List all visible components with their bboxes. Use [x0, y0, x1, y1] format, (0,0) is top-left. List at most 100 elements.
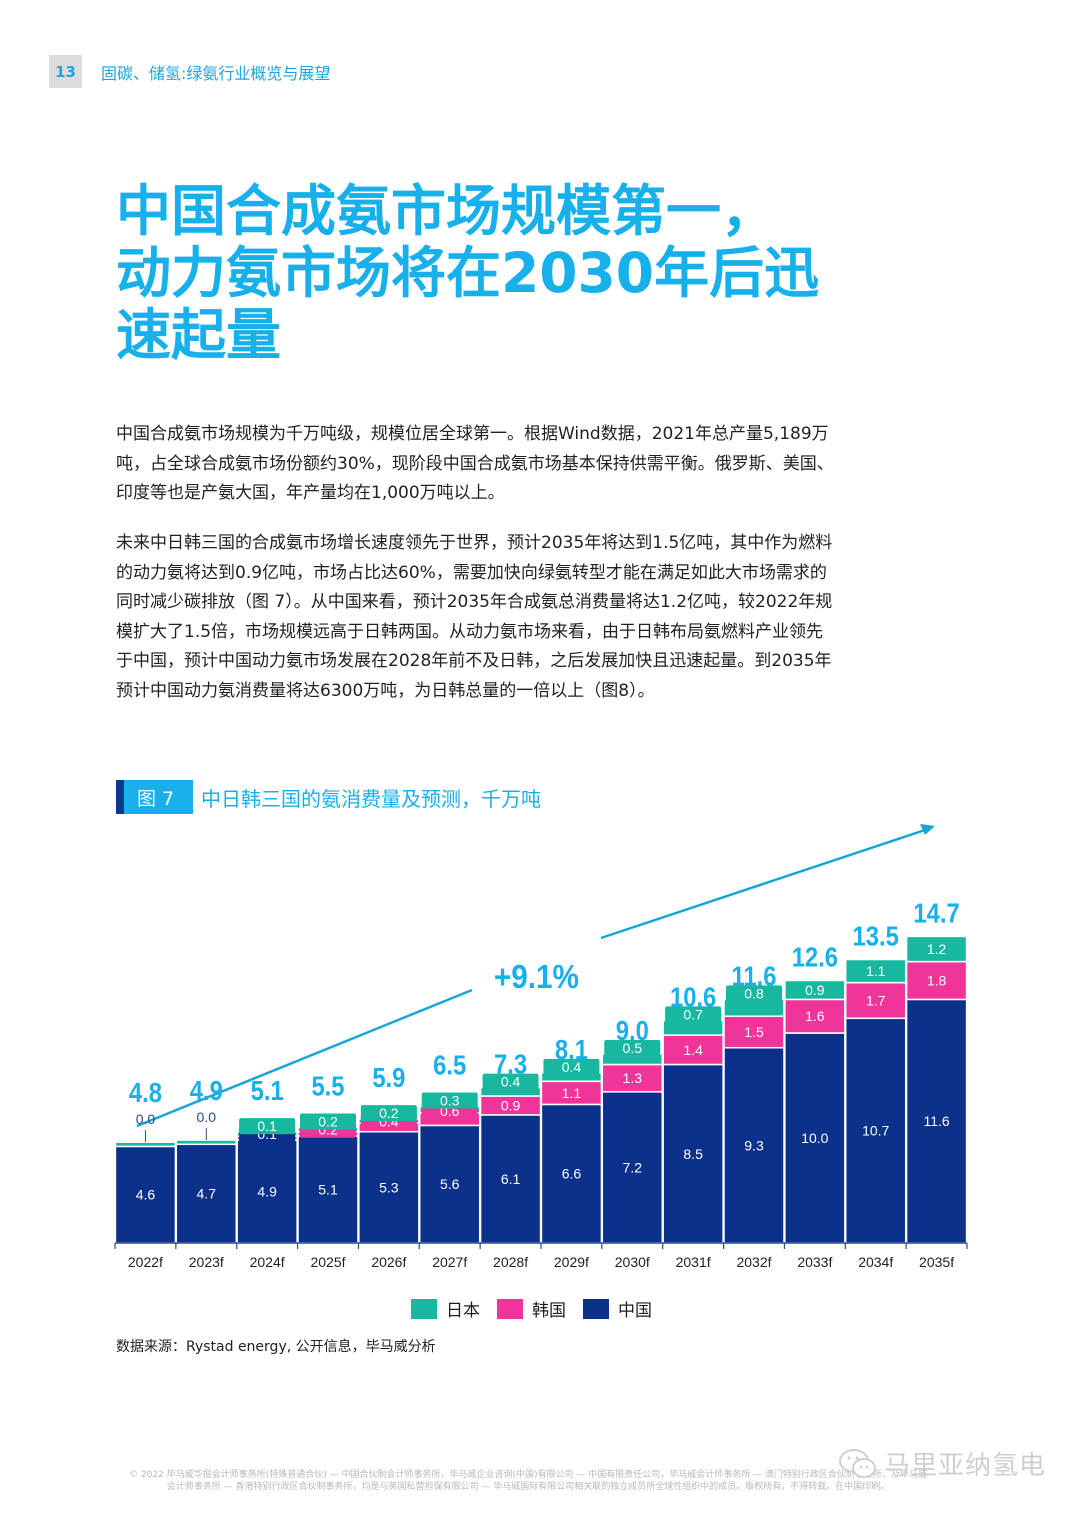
total-label: 10.6 — [670, 981, 716, 1013]
segment-label-korea: 1.5 — [744, 1024, 764, 1040]
legend-swatch-japan — [411, 1298, 437, 1319]
segment-label-japan: 0.1 — [257, 1118, 277, 1134]
segment-label-korea: 0.9 — [501, 1097, 521, 1113]
growth-arrow-line-left — [136, 988, 473, 1128]
segment-callout — [726, 985, 782, 1002]
watermark: 马里亚纳氢电 — [838, 1445, 1046, 1482]
figure-title: 中日韩三国的氨消费量及预测，千万吨 — [201, 786, 541, 811]
x-axis: 2022f 2023f 2024f 2025f 2026f 2027f 2028f 2029f… — [114, 1242, 968, 1270]
bar-segment-korea — [601, 1063, 664, 1093]
bar-segment-japan — [784, 979, 846, 1001]
segment-label-korea: 1.7 — [866, 992, 886, 1008]
total-label: 13.5 — [853, 920, 899, 952]
page-header: 13 固碳、储氢:绿氨行业概览与展望 — [49, 55, 330, 88]
segment-label-china: 6.6 — [562, 1166, 582, 1182]
bar-segment-china — [540, 1103, 603, 1244]
segment-label-china: 8.5 — [683, 1146, 703, 1162]
segment-label-china: 4.7 — [197, 1186, 217, 1202]
legend-label-korea: 韩国 — [532, 1301, 566, 1321]
segment-label-japan: 0.7 — [683, 1006, 703, 1022]
arrow-head-icon — [920, 824, 935, 835]
legend-label-japan: 日本 — [446, 1301, 480, 1321]
segment-label-japan: 1.2 — [927, 941, 947, 957]
wechat-icon — [839, 1448, 876, 1478]
segment-callout — [604, 1040, 661, 1056]
segment-label-japan: 0.9 — [805, 982, 825, 998]
segment-label-japan: 0.5 — [623, 1040, 643, 1056]
segment-label-china: 10.7 — [862, 1123, 889, 1139]
bar-segment-korea — [662, 1034, 724, 1066]
body-paragraph-1: 中国合成氨市场规模为千万吨级，规模位居全球第一。根据Wind数据，2021年总产… — [116, 424, 834, 503]
x-tick-label: 2027f — [432, 1254, 467, 1270]
x-tick-label: 2025f — [310, 1254, 345, 1270]
bar-segment-japan — [662, 1019, 724, 1036]
segment-callout — [421, 1092, 478, 1109]
page-number: 13 — [49, 55, 82, 88]
total-label: 5.9 — [372, 1061, 405, 1093]
bar-segment-china — [358, 1130, 420, 1244]
bar-segment-china — [784, 1032, 846, 1244]
segment-label-china: 11.6 — [923, 1113, 949, 1129]
bar-segment-china — [175, 1143, 238, 1244]
segment-label-japan: 1.1 — [866, 963, 886, 979]
segment-label-china: 4.6 — [136, 1187, 156, 1203]
segment-label-japan: 0.4 — [562, 1059, 582, 1075]
watermark-text: 马里亚纳氢电 — [884, 1451, 1047, 1481]
legend-item-japan: 日本 — [411, 1296, 480, 1321]
running-title: 固碳、储氢:绿氨行业概览与展望 — [101, 63, 331, 83]
x-tick-label: 2024f — [250, 1254, 285, 1270]
x-tick-label: 2030f — [615, 1254, 650, 1270]
segment-callout — [482, 1073, 539, 1090]
segment-label-japan: 0.2 — [318, 1114, 338, 1130]
x-tick-label: 2034f — [858, 1254, 893, 1270]
stacked-bar-chart: +9.1% 0.04.64.80.04.74.94.90.10.15.15.10… — [114, 824, 968, 1270]
segment-label-korea: 1.8 — [927, 973, 947, 989]
total-label: 4.9 — [190, 1074, 223, 1106]
copyright-footer: © 2022 毕马威华振会计师事务所(特殊普通合伙) — 中国合伙制会计师事务所… — [118, 1469, 938, 1493]
footer-line: © 2022 毕马威华振会计师事务所(特殊普通合伙) — 中国合伙制会计师事务所… — [129, 1470, 927, 1480]
bar-segment-japan — [175, 1139, 238, 1146]
segment-callout — [543, 1058, 600, 1075]
total-label: 5.1 — [251, 1074, 284, 1106]
segment-label-korea: 1.3 — [623, 1070, 643, 1086]
segment-callout — [360, 1105, 417, 1122]
total-label: 7.3 — [494, 1048, 527, 1080]
legend-swatch-china — [583, 1298, 609, 1319]
x-tick-label: 2029f — [554, 1254, 589, 1270]
total-label: 11.6 — [732, 960, 777, 992]
segment-label-china: 5.6 — [440, 1176, 460, 1192]
x-tick-label: 2033f — [797, 1254, 832, 1270]
growth-annotation: +9.1% — [494, 959, 579, 996]
segment-label-korea: 1.4 — [683, 1042, 703, 1058]
bar-segment-china — [601, 1091, 664, 1244]
segment-label-china: 6.1 — [501, 1171, 521, 1187]
headline-line: 中国合成氨市场规模第一， — [116, 179, 777, 243]
x-tick-label: 2031f — [676, 1254, 711, 1270]
total-label: 12.6 — [792, 941, 838, 973]
segment-label-china: 10.0 — [801, 1130, 828, 1146]
legend-item-korea: 韩国 — [497, 1296, 566, 1321]
x-tick-label: 2022f — [128, 1254, 163, 1270]
segment-callout — [665, 1006, 722, 1023]
segment-label-japan: 0.8 — [744, 985, 764, 1001]
bars-layer: 0.04.64.80.04.74.94.90.10.15.15.10.20.25… — [114, 897, 968, 1244]
segment-label-korea: 1.6 — [805, 1008, 825, 1024]
segment-callout — [239, 1118, 296, 1135]
total-label: 5.5 — [311, 1070, 344, 1102]
headline-line: 速起量 — [116, 303, 282, 367]
figure-caption: 图 7 中日韩三国的氨消费量及预测，千万吨 — [116, 780, 541, 814]
segment-label-korea: 0.0 — [136, 1111, 156, 1127]
segment-label-japan: 0.3 — [440, 1093, 460, 1109]
total-label: 14.7 — [913, 897, 959, 929]
bar-segment-korea — [723, 1015, 785, 1049]
headline: 中国合成氨市场规模第一， 动力氨市场将在2030年后迅 速起量 — [116, 180, 876, 366]
bar-segment-korea — [905, 960, 968, 1001]
growth-arrow-line-right — [600, 828, 926, 940]
footer-line: 会计师事务所 — 香港特别行政区合伙制事务所，均是与英国私营担保有限公司 — 毕… — [166, 1482, 890, 1492]
bar-segment-china — [236, 1139, 298, 1244]
segment-label-korea: 0.0 — [197, 1109, 217, 1125]
bar-segment-china — [662, 1063, 724, 1244]
segment-label-china: 5.3 — [379, 1179, 399, 1195]
x-tick-label: 2035f — [919, 1254, 954, 1270]
bar-segment-japan — [844, 958, 907, 984]
